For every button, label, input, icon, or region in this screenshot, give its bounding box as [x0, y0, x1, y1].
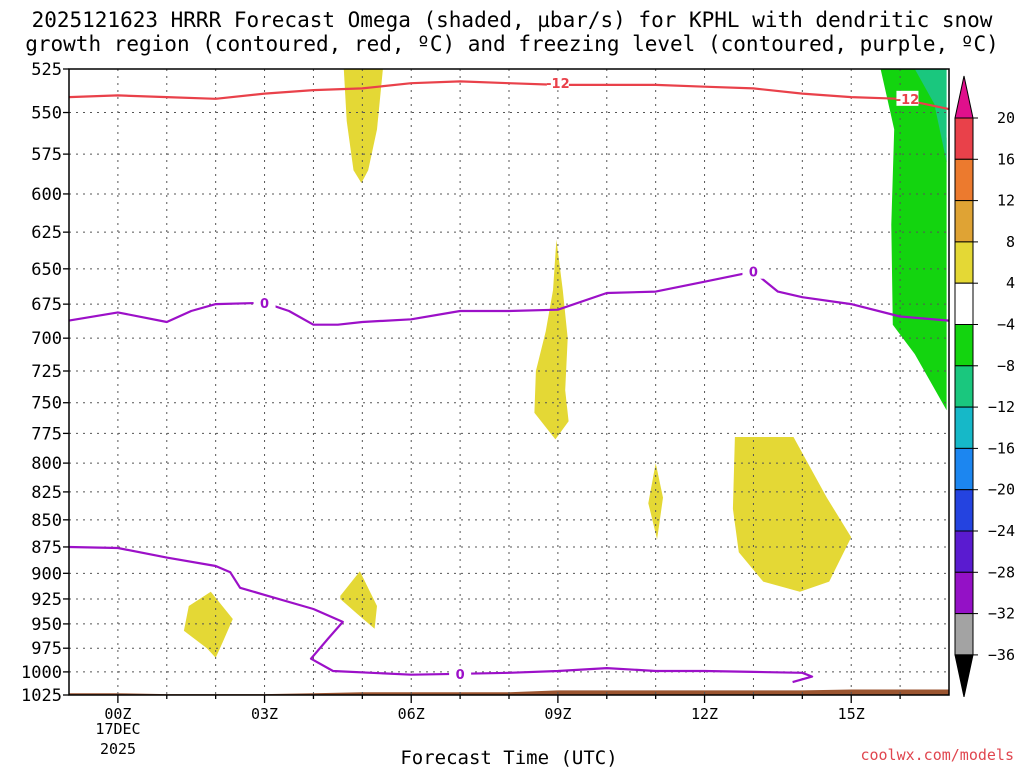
dgz-contour-label: -12: [896, 93, 920, 108]
y-tick-label: 675: [31, 295, 62, 315]
date-label-year: 2025: [100, 740, 136, 758]
colorbar-arrow-up: [954, 75, 974, 119]
colorbar-segment: [954, 447, 974, 491]
dgz-contour: [68, 80, 950, 111]
y-tick-label: 925: [31, 590, 62, 610]
colorbar-arrow-down: [954, 654, 974, 698]
omega-area: [648, 463, 663, 540]
colorbar-label: −16: [988, 439, 1015, 457]
omega-area: [183, 591, 233, 658]
y-tick-label: 1025: [21, 686, 62, 706]
colorbar-label: 20: [997, 109, 1015, 127]
chart-title-line-1: 2025121623 HRRR Forecast Omega (shaded, …: [31, 8, 993, 32]
colorbar-segment: [954, 117, 974, 160]
x-tick-label: 15Z: [838, 705, 865, 723]
x-axis-label: Forecast Time (UTC): [400, 747, 617, 768]
chart-title-line-2: growth region (contoured, red, ºC) and f…: [25, 32, 999, 56]
colorbar-label: −20: [988, 481, 1015, 499]
colorbar-label: 4: [1006, 274, 1015, 292]
credit-text: coolwx.com/models: [860, 746, 1014, 764]
y-tick-label: 825: [31, 483, 62, 503]
y-tick-label: 725: [31, 362, 62, 382]
dgz-contour-label: -12: [546, 77, 570, 92]
dgz-contour-label-bg: [546, 75, 569, 91]
dgz-contour-label-bg: [896, 90, 919, 106]
x-tick-label: 00Z: [104, 705, 131, 723]
colorbar-segment: [954, 241, 974, 284]
colorbar-label: 16: [997, 150, 1015, 168]
colorbar-label: 8: [1006, 233, 1015, 251]
x-tick-label: 03Z: [251, 705, 278, 723]
colorbar-label: −12: [988, 398, 1015, 416]
y-tick-label: 850: [31, 511, 62, 531]
freezing-level-contour-label: 0: [456, 668, 465, 683]
y-tick-label: 600: [31, 185, 62, 205]
freezing-level-contour-label: 0: [260, 297, 269, 312]
colorbar-segment: [954, 282, 974, 326]
colorbar-label: −24: [988, 522, 1015, 540]
omega-area: [340, 571, 377, 629]
x-tick-label: 12Z: [691, 705, 718, 723]
y-tick-label: 575: [31, 145, 62, 165]
omega-area: [914, 69, 947, 163]
freezing-level-contour-label: 0: [749, 266, 758, 281]
colorbar-segment: [954, 406, 974, 449]
freezing-level-contour: [68, 545, 814, 684]
y-tick-label: 1000: [21, 663, 62, 683]
y-tick-label: 975: [31, 639, 62, 659]
colorbar-label: −28: [988, 563, 1015, 581]
date-label-day: 17DEC: [95, 720, 140, 738]
colorbar-label: 12: [997, 192, 1015, 210]
omega-area: [343, 69, 383, 183]
colorbar-segment: [954, 365, 974, 408]
colorbar-segment: [954, 530, 974, 573]
colorbar-segment: [954, 158, 974, 202]
freezing-level-contour-label-bg: [253, 294, 276, 310]
colorbar-label: −36: [988, 646, 1015, 664]
freezing-level-contour: [68, 270, 950, 326]
freezing-level-contour-label-bg: [449, 665, 472, 681]
y-tick-label: 700: [31, 329, 62, 349]
omega-area: [732, 437, 852, 592]
colorbar-label: −32: [988, 605, 1015, 623]
y-tick-label: 650: [31, 260, 62, 280]
colorbar-segment: [954, 200, 974, 243]
freezing-level-contour-label-bg: [742, 263, 765, 279]
colorbar-segment: [954, 324, 974, 367]
y-tick-label: 900: [31, 564, 62, 584]
y-tick-label: 875: [31, 538, 62, 558]
omega-area: [534, 239, 569, 440]
y-tick-label: 525: [31, 60, 62, 80]
colorbar-segment: [954, 613, 974, 656]
terrain-shading: [69, 689, 949, 695]
x-tick-label: 09Z: [544, 705, 571, 723]
colorbar-label: −4: [997, 316, 1015, 334]
y-tick-label: 550: [31, 104, 62, 124]
colorbar-label: −8: [997, 357, 1015, 375]
y-tick-label: 775: [31, 424, 62, 444]
y-tick-label: 800: [31, 454, 62, 474]
colorbar-segment: [954, 489, 974, 532]
colorbar-segment: [954, 571, 974, 615]
y-tick-label: 950: [31, 615, 62, 635]
y-tick-label: 625: [31, 223, 62, 243]
y-tick-label: 750: [31, 394, 62, 414]
x-tick-label: 06Z: [398, 705, 425, 723]
